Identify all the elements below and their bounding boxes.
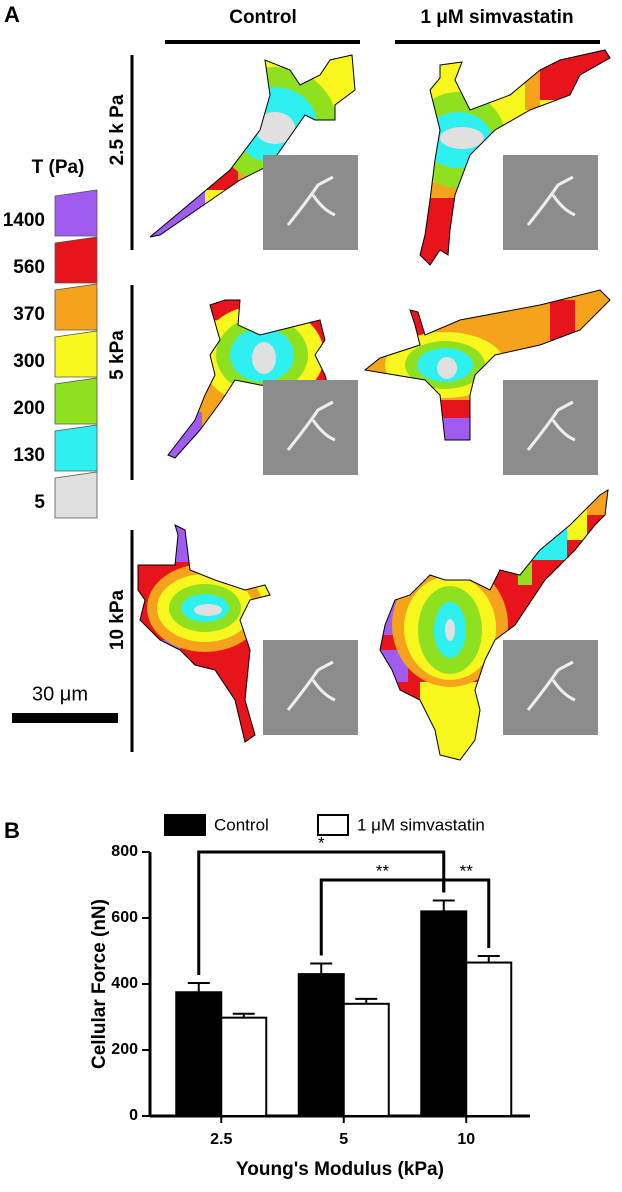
colorbar-swatch	[54, 424, 98, 472]
colorbar-label: 130	[13, 445, 45, 466]
panel-label: B	[4, 818, 20, 843]
micrograph	[503, 155, 598, 250]
colorbar-swatch	[54, 330, 98, 378]
y-tick-label: 400	[111, 975, 138, 992]
micrograph	[503, 380, 598, 475]
traction-band	[565, 495, 587, 540]
traction-band	[255, 112, 295, 144]
significance-bracket	[197, 850, 446, 976]
traction-band	[420, 198, 465, 265]
x-tick-label: 2.5	[210, 1131, 232, 1148]
bar	[175, 991, 223, 1117]
y-tick-label: 800	[111, 843, 138, 860]
cell-outline	[167, 299, 331, 459]
panel-label: A	[4, 2, 20, 27]
column-header: 1 μM simvastatin	[420, 7, 573, 28]
row-label: 5 kPa	[107, 330, 128, 380]
traction-band	[170, 525, 195, 562]
colorbar-swatch	[54, 471, 98, 519]
micrograph	[503, 640, 598, 735]
column-header: Control	[229, 7, 297, 28]
y-axis-title: Cellular Force (nN)	[89, 899, 110, 1069]
x-tick-label: 10	[457, 1131, 475, 1148]
micrograph	[263, 380, 358, 475]
micrograph-cell	[286, 660, 336, 711]
bar	[220, 1016, 268, 1117]
colorbar-label: 300	[13, 351, 45, 372]
significance-label: **	[460, 861, 474, 880]
traction-band	[194, 604, 222, 616]
cell-outline	[363, 289, 611, 441]
micrograph-cell	[526, 400, 576, 451]
significance-label: *	[318, 833, 325, 852]
traction-band	[585, 490, 608, 515]
cell-outline	[419, 49, 611, 266]
micrograph-cell	[286, 175, 336, 226]
bar	[297, 973, 345, 1117]
traction-band	[252, 342, 276, 374]
legend-label: 1 μM simvastatin	[357, 815, 485, 834]
traction-band	[445, 619, 455, 641]
row-label: 10 kPa	[107, 589, 128, 650]
cell-outline	[379, 489, 609, 761]
colorbar-swatch	[54, 283, 98, 331]
traction-band	[540, 50, 610, 100]
y-tick-label: 600	[111, 909, 138, 926]
traction-band	[150, 150, 205, 237]
colorbar-label: 370	[13, 304, 45, 325]
traction-band	[168, 412, 202, 458]
significance-label: **	[376, 861, 390, 880]
colorbar-title: T (Pa)	[32, 157, 85, 178]
colorbar-swatch	[54, 377, 98, 425]
colorbar-label: 5	[34, 492, 45, 513]
bar	[420, 910, 468, 1118]
legend-label: Control	[214, 815, 269, 834]
micrograph-cell	[526, 175, 576, 226]
y-tick-label: 200	[111, 1041, 138, 1058]
significance-bracket	[319, 878, 446, 956]
scale-bar-label: 30 μm	[32, 683, 88, 705]
panel-a: A Control 1 μM simvastatin 2.5 k Pa 5 kP…	[3, 2, 611, 761]
bar	[342, 1002, 390, 1117]
legend-swatch	[164, 814, 206, 836]
micrograph-cell	[286, 400, 336, 451]
traction-band	[440, 127, 484, 149]
micrograph	[263, 640, 358, 735]
colorbar-label: 1400	[3, 210, 45, 231]
traction-band	[437, 357, 457, 379]
traction-band	[550, 300, 575, 340]
significance-bracket	[443, 878, 491, 948]
traction-band	[430, 400, 480, 418]
row-label: 2.5 k Pa	[107, 94, 128, 165]
scale-bar	[12, 713, 118, 723]
colorbar-swatch	[54, 189, 98, 237]
colorbar-swatch	[54, 236, 98, 284]
x-axis-title: Young's Modulus (kPa)	[236, 1159, 444, 1180]
micrograph	[263, 155, 358, 250]
cell-outline	[137, 524, 271, 743]
bar	[465, 961, 513, 1117]
legend-swatch	[317, 814, 349, 836]
colorbar-label: 560	[13, 257, 45, 278]
traction-band	[430, 418, 480, 440]
x-tick-label: 5	[339, 1131, 348, 1148]
panel-b: B Cellular Force (nN) Young's Modulus (k…	[4, 814, 530, 1180]
colorbar-label: 200	[13, 398, 45, 419]
micrograph-cell	[526, 660, 576, 711]
y-tick-label: 0	[129, 1107, 138, 1124]
